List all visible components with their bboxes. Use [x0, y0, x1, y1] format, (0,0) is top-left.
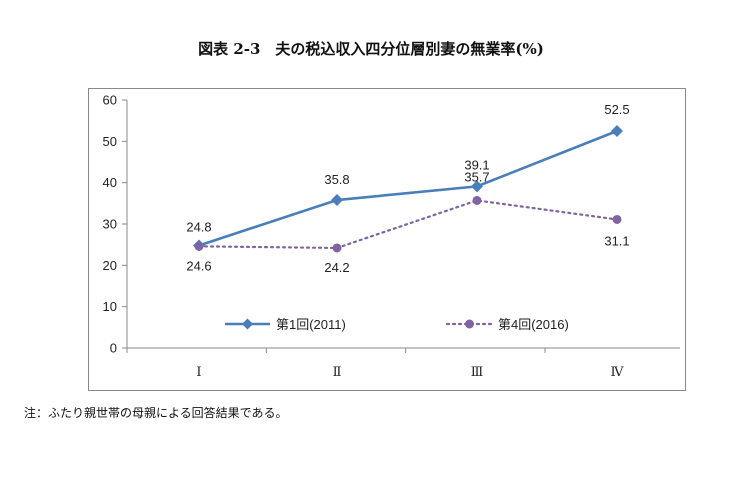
series-2-point [472, 195, 482, 205]
y-tick-label: 60 [103, 93, 117, 108]
data-label: 31.1 [604, 233, 629, 248]
data-label: 52.5 [604, 102, 629, 117]
series-1-point [331, 194, 343, 207]
series-1-point [611, 125, 623, 137]
footnote: 注：ふたり親世帯の母親による回答結果である。 [24, 406, 288, 420]
series-2-point [194, 241, 204, 251]
data-label: 24.6 [186, 258, 211, 273]
chart-title: 図表 2-3 夫の税込収入四分位層別妻の無業率(%) [198, 40, 544, 58]
series-1-point [471, 180, 483, 193]
y-tick-label: 30 [103, 217, 117, 232]
data-label: 35.8 [324, 172, 349, 187]
y-tick-label: 10 [103, 299, 117, 314]
series-2-point [332, 243, 342, 253]
x-category-label: Ⅱ [333, 365, 342, 380]
legend-label: 第1回(2011) [276, 317, 346, 332]
series-2-point [612, 214, 622, 224]
x-category-label: Ⅳ [611, 365, 625, 380]
series-line-1 [198, 129, 618, 247]
y-tick-label: 20 [103, 258, 117, 273]
data-label: 35.7 [464, 169, 489, 184]
y-tick-label: 40 [103, 175, 117, 190]
y-tick-label: 0 [110, 341, 117, 356]
data-label: 24.2 [324, 260, 349, 275]
legend-label: 第4回(2016) [498, 317, 569, 332]
legend-marker-2 [465, 319, 474, 329]
x-category-label: Ⅲ [471, 365, 484, 380]
legend-marker-1 [242, 318, 253, 330]
series-line-2 [197, 199, 619, 250]
data-label: 39.1 [464, 157, 489, 172]
plot-frame [88, 88, 686, 391]
data-label: 24.8 [186, 219, 211, 234]
y-tick-label: 50 [103, 134, 117, 149]
x-category-label: Ⅰ [196, 365, 201, 380]
